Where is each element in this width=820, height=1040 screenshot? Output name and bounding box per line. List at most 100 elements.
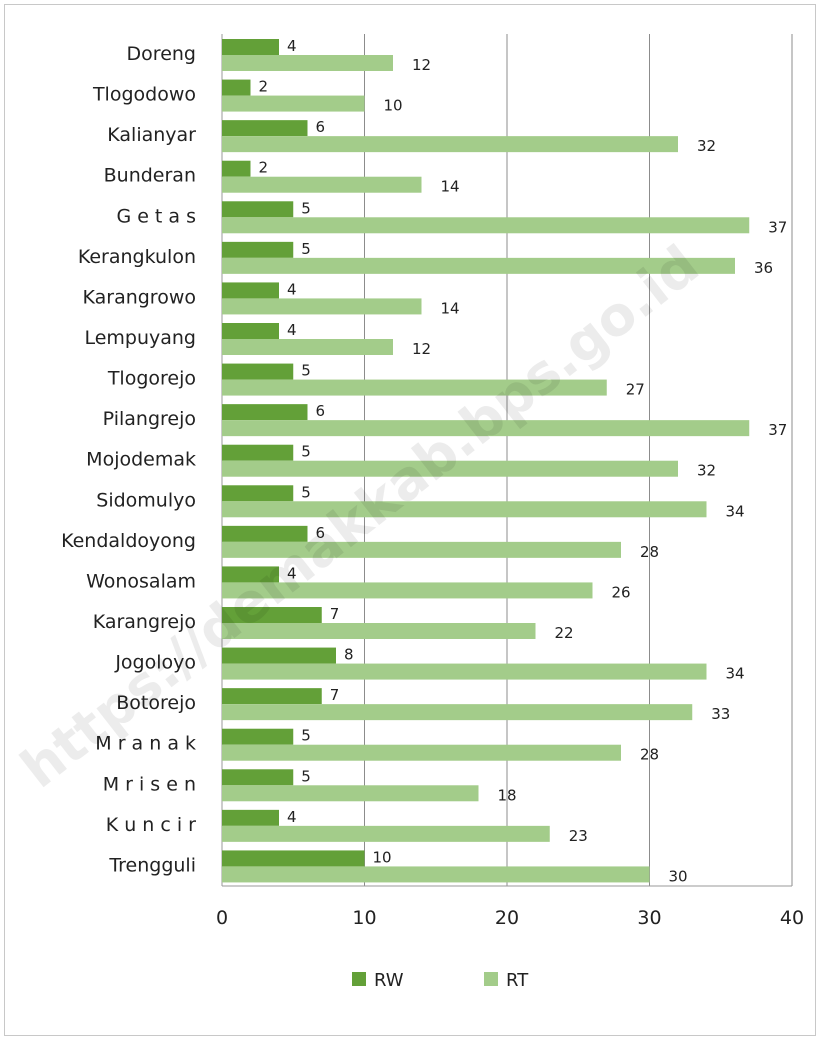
data-label-rt-6: 14 (441, 299, 460, 317)
data-label-rw-5: 5 (301, 240, 311, 258)
bar-rt-17 (222, 744, 621, 761)
bar-rt-8 (222, 379, 607, 396)
bar-rt-19 (222, 825, 550, 842)
bar-rt-10 (222, 460, 678, 477)
data-label-rt-5: 36 (754, 259, 773, 277)
data-label-rt-10: 32 (697, 462, 716, 480)
category-label-6: Karangrowo (82, 286, 196, 308)
bar-rw-19 (222, 809, 279, 826)
bar-rw-8 (222, 363, 294, 380)
category-label-5: Kerangkulon (78, 246, 196, 268)
bar-rw-10 (222, 444, 294, 461)
data-label-rw-9: 6 (316, 402, 326, 420)
data-label-rt-0: 12 (412, 56, 431, 74)
data-label-rt-15: 34 (726, 665, 745, 683)
data-label-rw-7: 4 (287, 321, 297, 339)
data-label-rw-12: 6 (316, 524, 326, 542)
bar-rt-4 (222, 217, 750, 234)
data-label-rt-12: 28 (640, 543, 659, 561)
category-label-10: Mojodemak (86, 449, 196, 471)
data-label-rw-18: 5 (301, 767, 311, 785)
category-label-11: Sidomulyo (96, 489, 196, 511)
bar-rt-16 (222, 704, 693, 721)
bar-rw-1 (222, 79, 251, 96)
data-label-rw-0: 4 (287, 37, 297, 55)
data-label-rt-3: 14 (441, 178, 460, 196)
bar-rw-2 (222, 120, 308, 137)
data-label-rw-2: 6 (316, 118, 326, 136)
bar-rt-20 (222, 866, 650, 883)
data-label-rw-11: 5 (301, 483, 311, 501)
data-label-rt-1: 10 (384, 97, 403, 115)
bar-rw-6 (222, 282, 279, 299)
data-label-rw-10: 5 (301, 443, 311, 461)
data-label-rt-13: 26 (612, 583, 631, 601)
legend: RW RT (352, 970, 529, 991)
bar-rw-0 (222, 39, 279, 55)
data-label-rt-20: 30 (669, 867, 688, 885)
bar-rw-4 (222, 201, 294, 218)
data-label-rw-13: 4 (287, 564, 297, 582)
category-label-12: Kendaldoyong (61, 530, 196, 552)
data-label-rt-9: 37 (768, 421, 787, 439)
category-label-14: Karangrejo (93, 611, 196, 633)
bar-rt-5 (222, 257, 735, 274)
bar-rw-18 (222, 769, 294, 786)
data-label-rw-20: 10 (373, 848, 392, 866)
bar-rt-18 (222, 785, 479, 802)
bar-rw-9 (222, 404, 308, 421)
bars (222, 39, 750, 883)
data-label-rt-16: 33 (711, 705, 730, 723)
x-tick-10: 10 (352, 907, 376, 929)
category-label-13: Wonosalam (86, 570, 196, 592)
bar-rt-9 (222, 420, 750, 437)
category-label-1: Tlogodowo (92, 84, 196, 106)
data-label-rt-4: 37 (768, 218, 787, 236)
x-tick-20: 20 (495, 907, 519, 929)
category-label-2: Kalianyar (107, 124, 196, 146)
x-tick-30: 30 (637, 907, 661, 929)
data-label-rt-7: 12 (412, 340, 431, 358)
data-label-rw-4: 5 (301, 199, 311, 217)
bar-rt-15 (222, 663, 707, 680)
x-tick-0: 0 (216, 907, 228, 929)
data-label-rw-16: 7 (330, 686, 340, 704)
data-label-rw-14: 7 (330, 605, 340, 623)
category-label-20: Trengguli (108, 854, 196, 876)
bar-rw-3 (222, 160, 251, 177)
bar-rt-11 (222, 501, 707, 518)
legend-swatch-rt (484, 972, 498, 986)
data-label-rt-8: 27 (626, 381, 645, 399)
data-label-rt-14: 22 (555, 624, 574, 642)
data-label-rt-2: 32 (697, 137, 716, 155)
bar-rt-6 (222, 298, 422, 315)
category-label-4: G e t a s (116, 205, 196, 227)
data-label-rt-18: 18 (498, 786, 517, 804)
data-label-rw-19: 4 (287, 808, 297, 826)
bar-rt-13 (222, 582, 593, 599)
x-tick-40: 40 (780, 907, 804, 929)
bar-rw-11 (222, 485, 294, 502)
data-label-rw-15: 8 (344, 646, 354, 664)
data-label-rw-3: 2 (259, 159, 269, 177)
bar-rt-2 (222, 136, 678, 153)
bar-rt-1 (222, 95, 365, 112)
category-label-15: Jogoloyo (114, 652, 196, 674)
category-label-18: M r i s e n (103, 773, 196, 795)
legend-swatch-rw (352, 972, 366, 986)
bar-rt-12 (222, 541, 621, 558)
category-label-9: Pilangrejo (103, 408, 196, 430)
bar-rt-3 (222, 176, 422, 193)
legend-label-rw: RW (374, 970, 404, 991)
chart-frame (4, 4, 816, 1036)
data-label-rw-8: 5 (301, 362, 311, 380)
category-label-3: Bunderan (104, 165, 196, 187)
data-label-rt-17: 28 (640, 746, 659, 764)
data-label-rt-11: 34 (726, 502, 745, 520)
bar-rt-14 (222, 623, 536, 639)
data-label-rw-17: 5 (301, 727, 311, 745)
category-label-16: Botorejo (116, 692, 196, 714)
data-label-rw-6: 4 (287, 280, 297, 298)
data-labels: 4 12 2 10 6 32 2 14 5 37 5 36 4 14 4 12 5 27 6 37 5 32 5 34 6 28 4… (259, 37, 788, 885)
bar-rw-12 (222, 525, 308, 542)
